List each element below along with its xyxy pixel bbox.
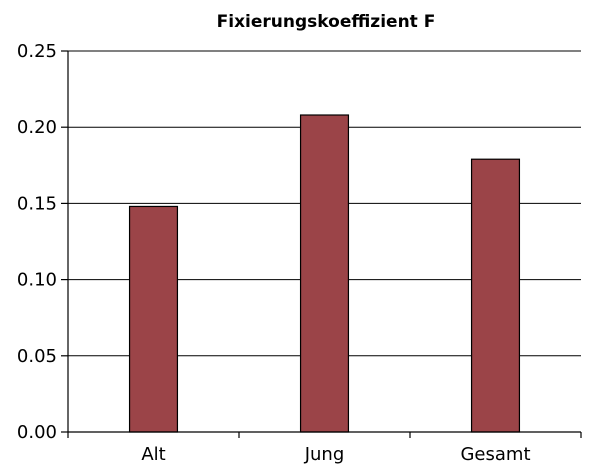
y-tick-label: 0.25 [17,41,57,62]
y-tick-label: 0.20 [17,117,57,138]
y-tick-labels: 0.00 0.05 0.10 0.15 0.20 0.25 [17,41,57,443]
chart-title: Fixierungskoeffizient F [217,12,436,32]
x-tick-label: Alt [141,444,165,465]
y-tick-label: 0.05 [17,346,57,367]
bar-jung [299,114,350,433]
x-tick-label: Jung [304,444,345,465]
bars [128,114,521,433]
bar-alt [128,205,179,433]
bar-gesamt [470,158,521,433]
x-tick-label: Gesamt [460,444,530,465]
y-tick-label: 0.00 [17,422,57,443]
x-tick-labels: Alt Jung Gesamt [141,444,530,465]
y-tick-label: 0.10 [17,270,57,291]
y-tick-label: 0.15 [17,193,57,214]
axes [61,50,582,438]
